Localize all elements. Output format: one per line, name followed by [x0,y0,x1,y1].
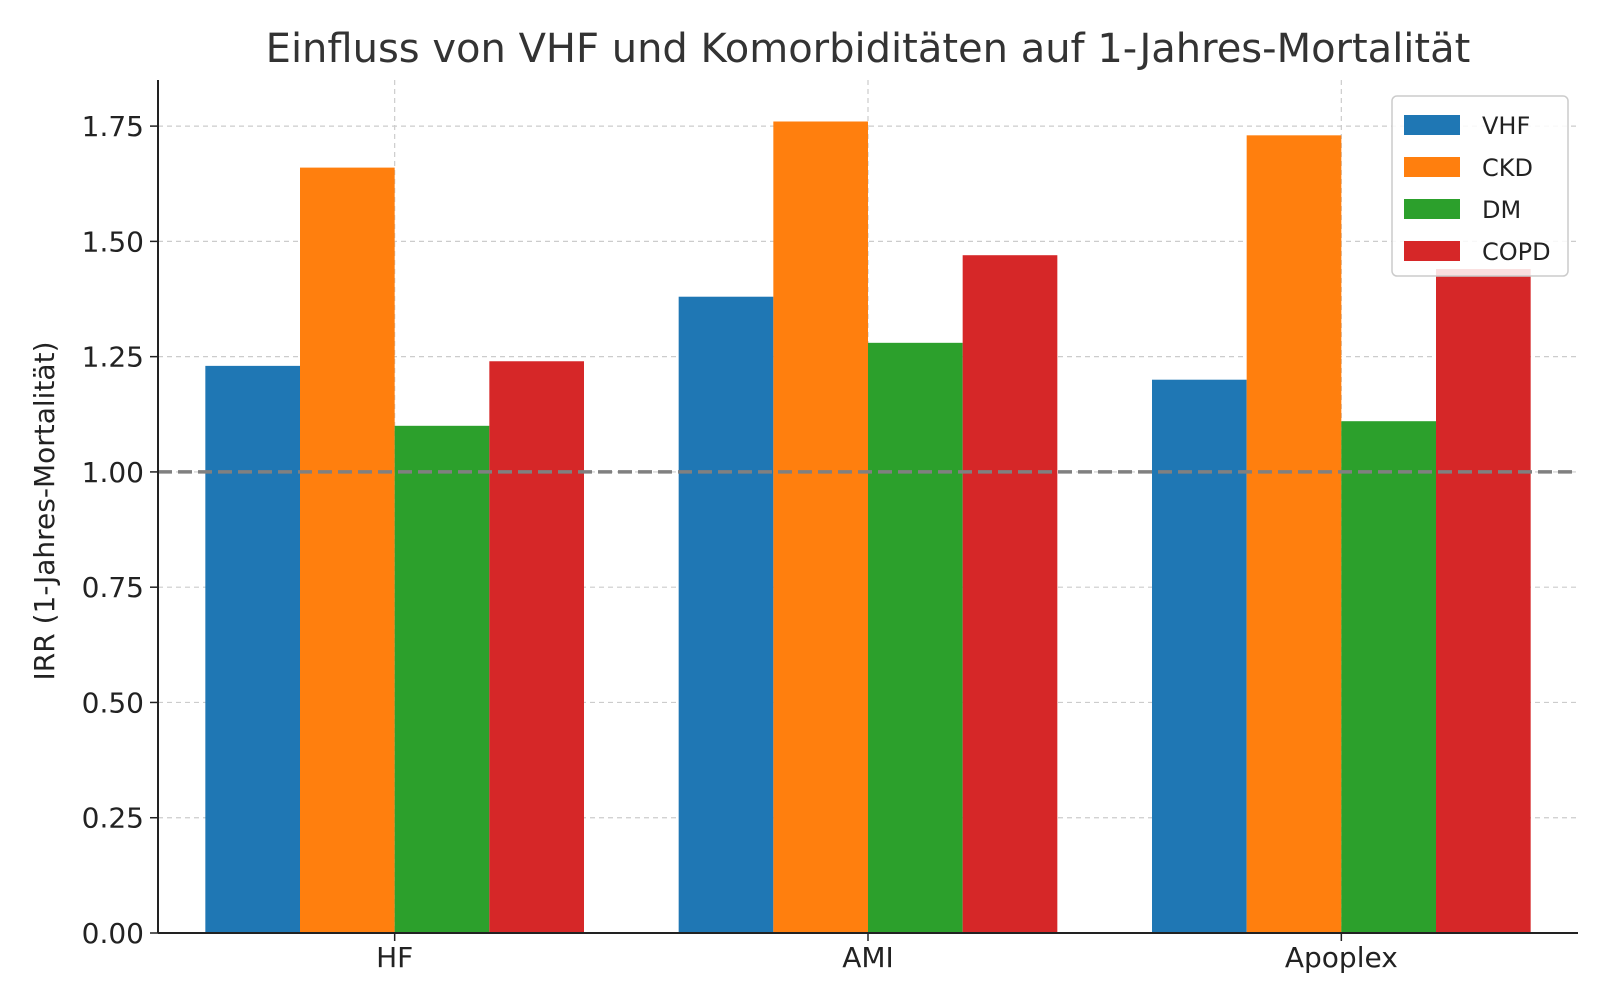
y-tick-label: 1.00 [82,456,144,489]
y-tick-label: 0.75 [82,571,144,604]
bar-ckd-ami [773,121,868,933]
chart-title: Einfluss von VHF und Komorbiditäten auf … [266,26,1471,72]
y-axis-label: IRR (1-Jahres-Mortalität) [28,342,61,681]
y-tick-label: 0.50 [82,686,144,719]
bar-dm-apoplex [1341,421,1436,933]
axes [150,80,1578,941]
legend-label-vhf: VHF [1482,112,1530,140]
legend-label-ckd: CKD [1482,154,1533,182]
legend-label-copd: COPD [1482,238,1551,266]
tick-labels: 0.00 0.25 0.50 0.75 1.00 1.25 1.50 1.75 HF AMI Apo… [82,110,1398,974]
bar-dm-ami [868,342,963,933]
x-tick-label: AMI [842,941,894,974]
bar-copd-hf [489,361,584,933]
legend-swatch-copd [1404,241,1460,261]
bar-dm-hf [394,425,490,933]
legend-label-dm: DM [1482,196,1521,224]
x-tick-label: HF [376,941,413,974]
bar-ckd-hf [300,167,395,933]
bar-vhf-apoplex [1152,379,1247,933]
legend: VHF CKD DM COPD [1391,95,1569,277]
y-tick-label: 1.75 [82,110,144,143]
legend-box [1391,95,1569,277]
y-tick-label: 0.25 [82,802,144,835]
y-tick-label: 0.00 [82,917,144,950]
bars [205,121,1531,934]
bar-copd-apoplex [1436,269,1531,934]
y-tick-label: 1.50 [82,225,144,258]
bar-vhf-ami [678,296,774,933]
x-tick-label: Apoplex [1285,941,1398,974]
bar-copd-ami [962,255,1058,933]
bar-vhf-hf [205,365,300,934]
legend-swatch-ckd [1404,157,1460,177]
bar-ckd-apoplex [1246,135,1342,934]
legend-swatch-vhf [1404,115,1460,135]
y-tick-label: 1.25 [82,341,144,374]
legend-swatch-dm [1404,199,1460,219]
